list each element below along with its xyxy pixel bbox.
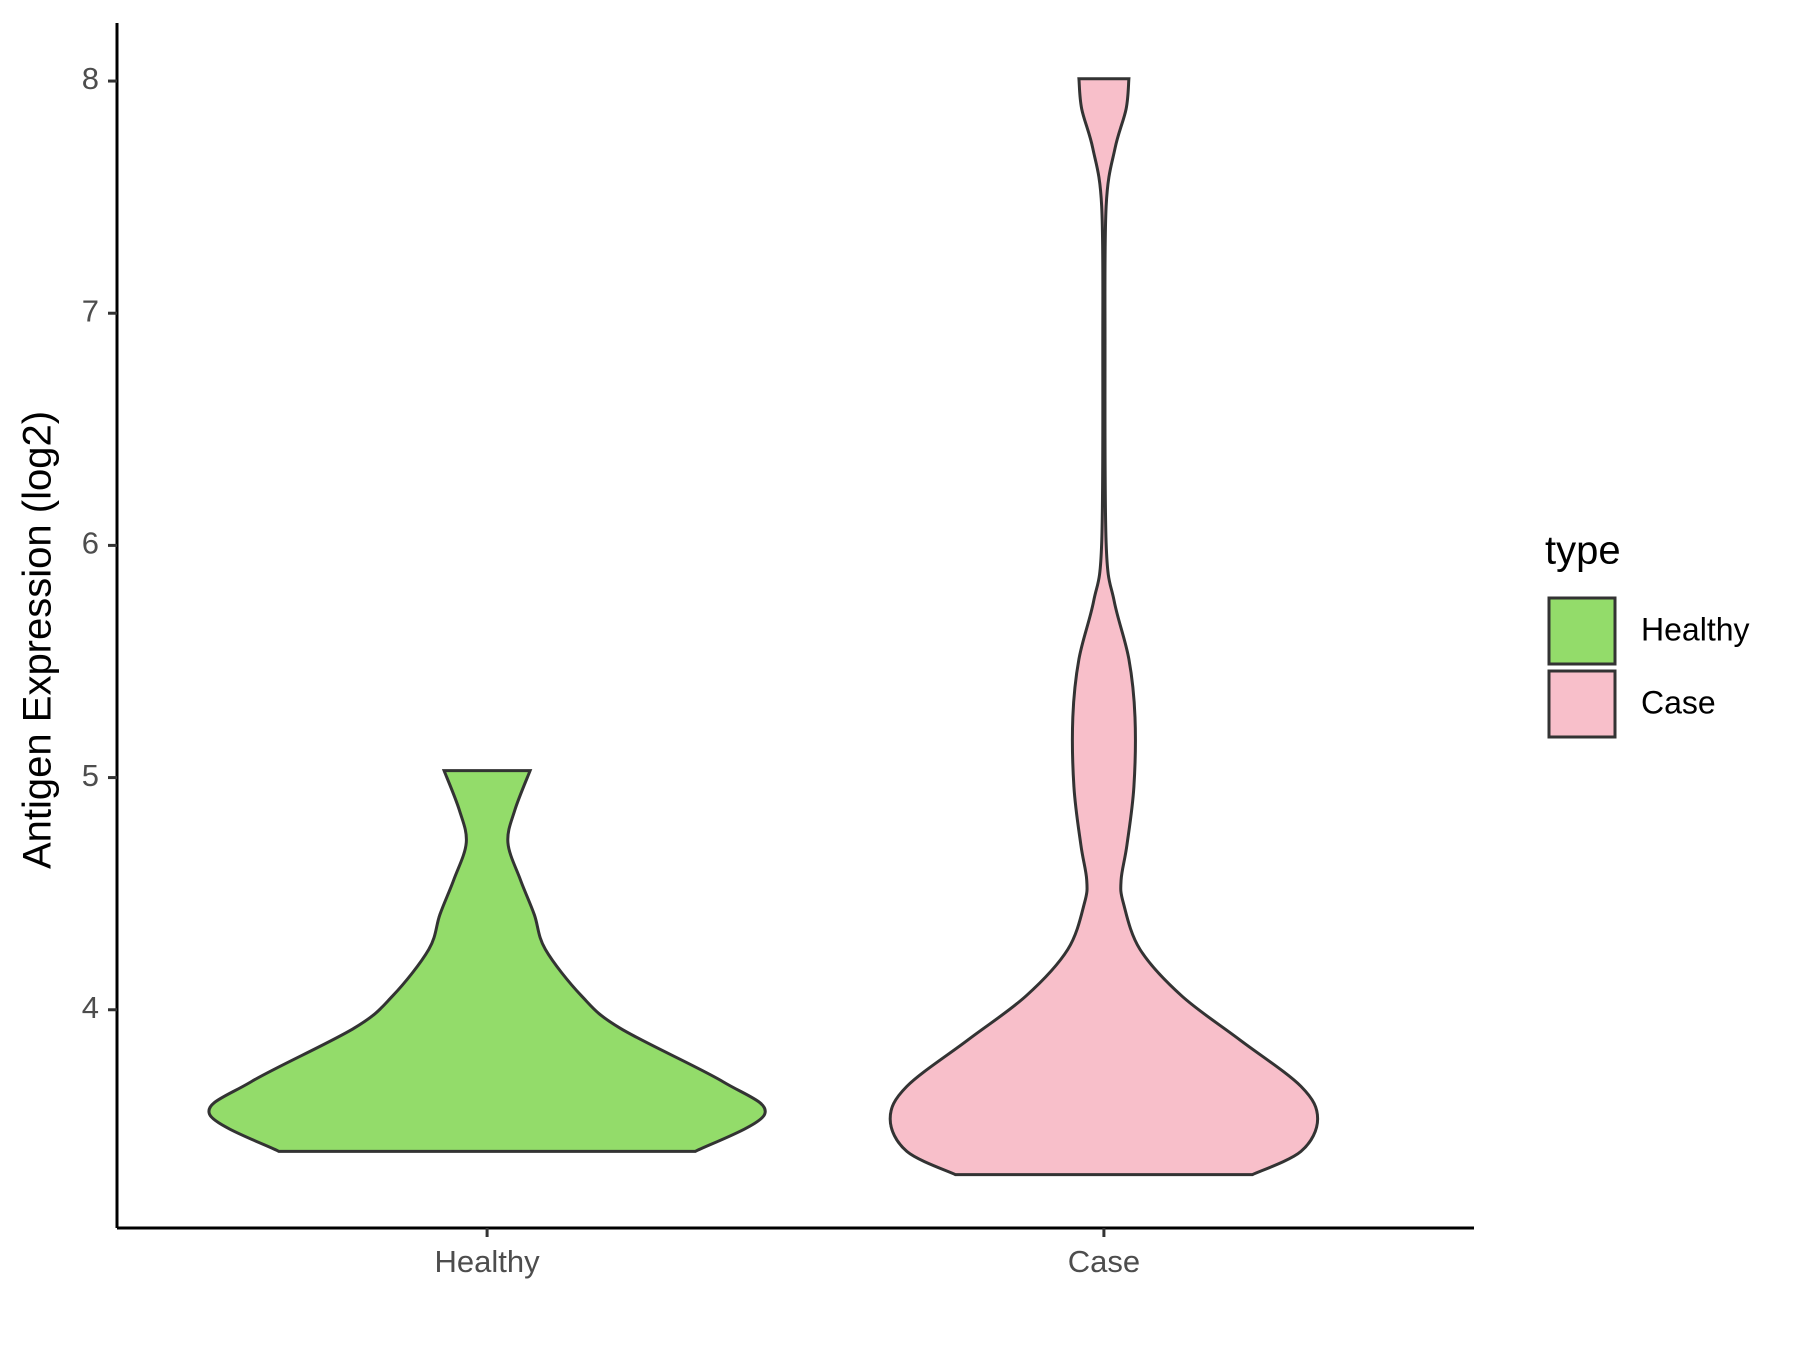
legend-key	[1547, 669, 1617, 739]
violin	[888, 77, 1320, 1177]
x-tick-label: Healthy	[435, 1244, 541, 1279]
violin	[207, 769, 767, 1153]
legend-key	[1547, 596, 1617, 666]
y-tick-label: 7	[82, 293, 99, 328]
legend-label: Case	[1641, 684, 1716, 720]
y-axis-title: Antigen Expression (log2)	[16, 411, 60, 869]
y-tick-label: 6	[82, 526, 99, 561]
y-tick-label: 4	[82, 990, 99, 1025]
x-tick-label: Case	[1068, 1244, 1140, 1279]
legend-label: Healthy	[1641, 611, 1750, 647]
legend-title: type	[1545, 529, 1621, 573]
y-tick-label: 8	[82, 61, 99, 96]
y-tick-label: 5	[82, 758, 99, 793]
